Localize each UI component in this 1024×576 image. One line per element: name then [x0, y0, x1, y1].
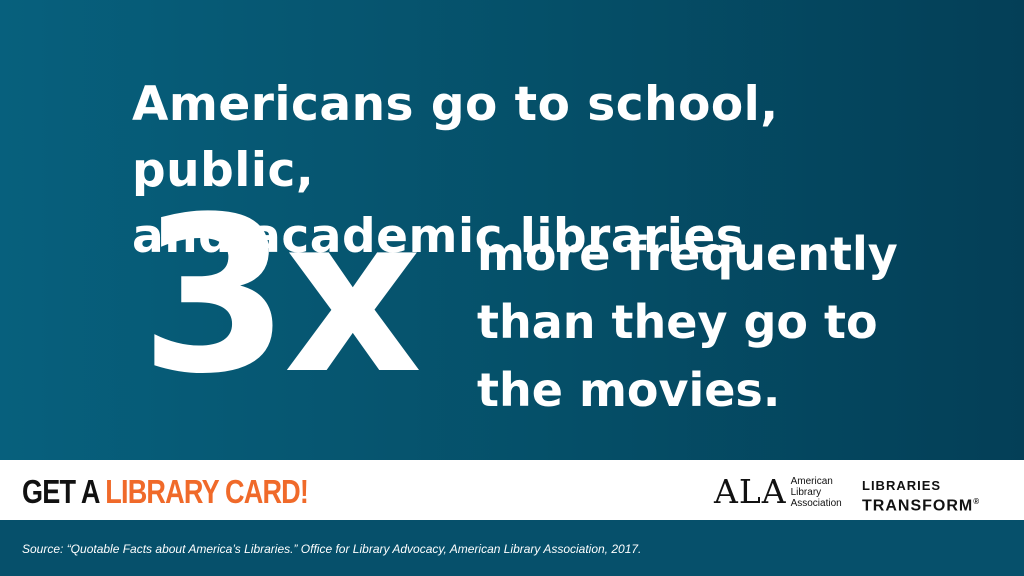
headline-line-2: and academic libraries — [132, 209, 745, 264]
libraries-transform-word: TRANSFORM — [862, 497, 974, 515]
logo-band — [0, 460, 1024, 520]
libraries-transform-line-1: LIBRARIES — [862, 478, 942, 493]
ala-logo-letters: ALA — [714, 472, 787, 511]
stat-description: more frequently than they go to the movi… — [477, 220, 977, 424]
ala-logo-line-3: Association — [790, 497, 842, 509]
get-library-card-banner: GET A LIBRARY CARD! — [22, 472, 309, 512]
stat-value: 3x — [140, 170, 422, 421]
headline-line-1: Americans go to school, public, — [132, 77, 779, 198]
stat-line-1: more frequently — [477, 227, 898, 281]
stat-line-3: the movies. — [477, 363, 781, 417]
ala-logo-line-2: Library — [790, 486, 822, 498]
stat-line-2: than they go to — [477, 295, 878, 349]
cta-part-2: LIBRARY CARD! — [105, 473, 309, 510]
headline: Americans go to school, public, and acad… — [132, 72, 952, 270]
hero-panel: Americans go to school, public, and acad… — [0, 0, 1024, 460]
cta-part-1: GET A — [22, 473, 106, 510]
ala-logo-name: American Library Association — [791, 476, 842, 509]
libraries-transform-line-2: TRANSFORM® — [862, 493, 980, 515]
footer — [0, 520, 1024, 576]
source-citation: Source: “Quotable Facts about America’s … — [22, 542, 642, 556]
registered-mark: ® — [973, 497, 981, 506]
ala-logo: ALA American Library Association — [714, 472, 842, 512]
ala-logo-line-1: American — [790, 475, 833, 487]
libraries-transform-logo: LIBRARIES TRANSFORM® — [862, 478, 980, 515]
